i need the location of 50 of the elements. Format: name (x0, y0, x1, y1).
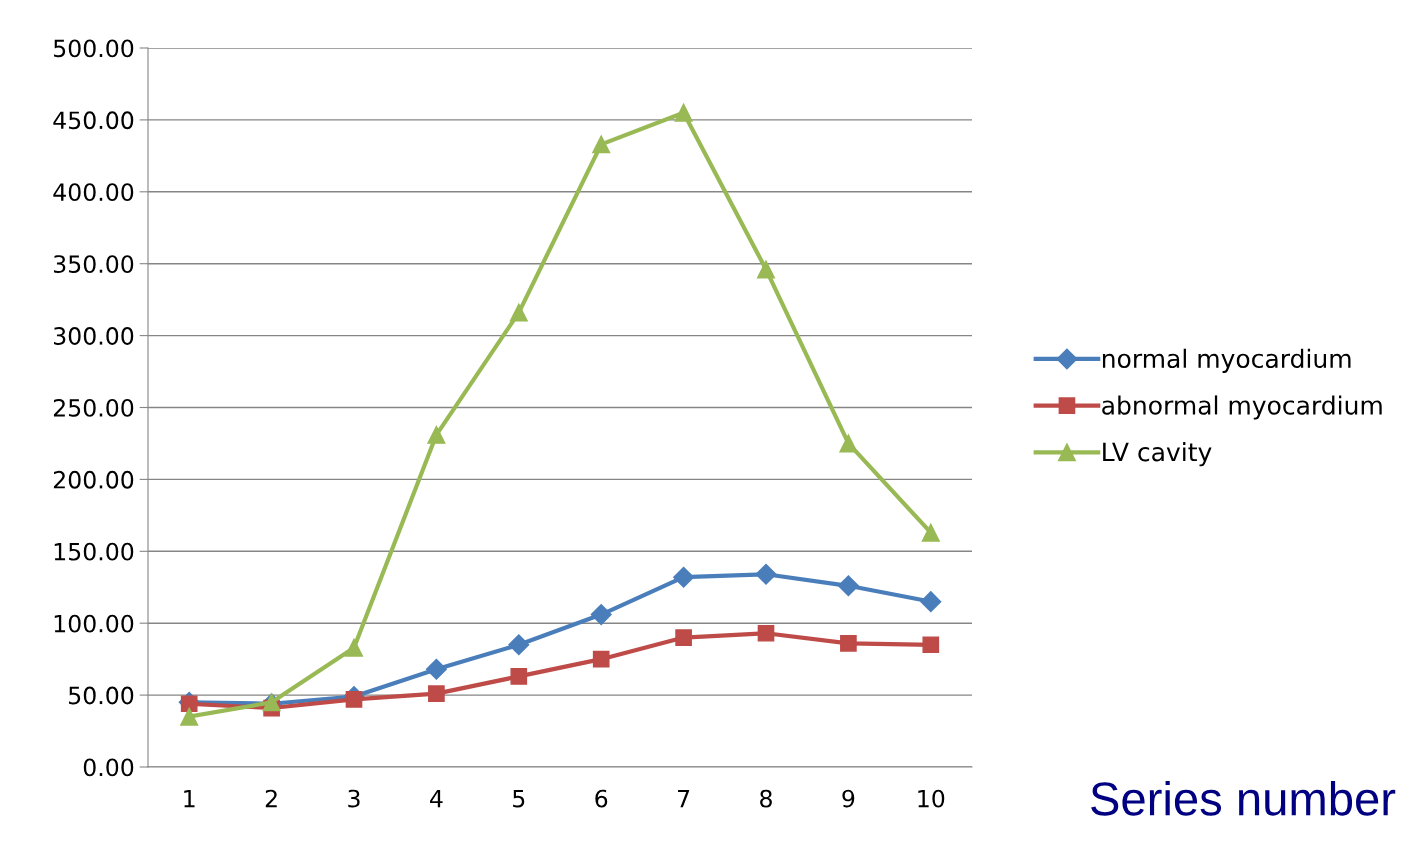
x-tick-label: 9 (842, 789, 855, 808)
point (592, 650, 610, 668)
point (508, 634, 530, 656)
x-tick-label: 8 (760, 789, 772, 808)
point (674, 103, 693, 122)
point (180, 707, 199, 726)
y-tick-label: 250.00 (53, 398, 134, 417)
y-tick-label: 500.00 (54, 39, 134, 58)
point (921, 523, 940, 542)
point (510, 668, 528, 685)
y-tick-label: 100.00 (54, 614, 134, 633)
x-tick-label: 5 (513, 789, 525, 808)
y-tick-label: 300.00 (53, 327, 134, 345)
point (757, 624, 775, 642)
x-tick-label: 2 (265, 789, 277, 808)
y-tick-label: 200.00 (53, 470, 134, 489)
y-tick-label: 50.00 (69, 686, 134, 705)
point (839, 434, 858, 453)
x-tick-label: 3 (348, 789, 360, 808)
point (920, 591, 942, 613)
x-tick-label: 1 (184, 789, 195, 808)
x-tick-label: 6 (595, 789, 608, 808)
x-axis-title: Series number (1091, 780, 1396, 816)
legend-label: abnormal myocardium (1102, 395, 1382, 420)
point (592, 135, 611, 154)
x-tick-label: 4 (430, 789, 443, 808)
point (427, 425, 446, 444)
point (755, 563, 777, 585)
point (756, 260, 776, 279)
y-tick-label: 450.00 (53, 111, 134, 130)
point (509, 303, 528, 322)
point (840, 634, 857, 652)
point (344, 638, 364, 657)
point (425, 658, 447, 680)
point (590, 604, 612, 626)
x-tick-label: 10 (918, 789, 945, 808)
point (345, 691, 363, 708)
y-tick-label: 0.00 (83, 758, 134, 777)
point (428, 685, 445, 702)
legend-label: normal myocardium (1102, 348, 1351, 373)
y-tick-label: 150.00 (54, 542, 134, 561)
y-tick-label: 350.00 (53, 255, 134, 274)
point (673, 566, 695, 588)
x-tick-label: 7 (678, 789, 690, 808)
legend-label: LV cavity (1103, 442, 1212, 467)
point (180, 695, 198, 713)
point (675, 629, 692, 646)
point (922, 636, 940, 654)
y-tick-label: 400.00 (53, 183, 134, 202)
point (837, 575, 859, 597)
